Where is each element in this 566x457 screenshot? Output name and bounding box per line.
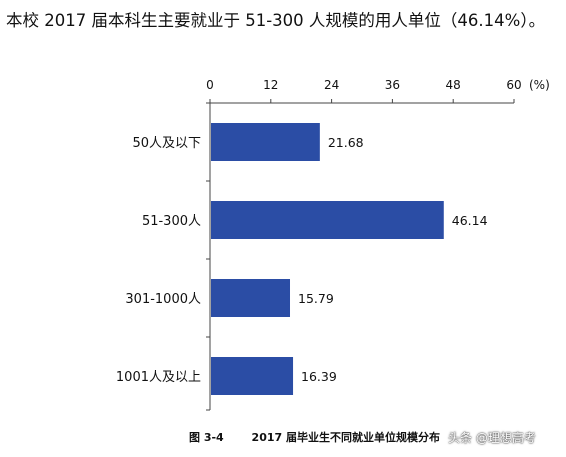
value-label: 21.68	[328, 135, 364, 150]
x-axis-unit: (%)	[529, 78, 550, 92]
bar-layer: 50人及以下 21.68 51-300人 46.14 301-1000人 15.79 100…	[116, 123, 488, 395]
watermark: 头条 @理想高考	[448, 431, 536, 445]
bar	[211, 201, 444, 239]
x-tick-label: 36	[385, 78, 400, 92]
bar	[211, 123, 320, 161]
value-label: 15.79	[298, 291, 334, 306]
figure-title: 2017 届毕业生不同就业单位规模分布	[251, 431, 440, 444]
category-label: 50人及以下	[132, 136, 201, 151]
x-tick-label: 12	[263, 78, 278, 92]
category-label: 1001人及以上	[116, 370, 201, 385]
figure-label: 图 3-4	[189, 431, 224, 444]
bar	[211, 357, 294, 395]
headline: 本校 2017 届本科生主要就业于 51-300 人规模的用人单位（46.14%…	[6, 11, 546, 30]
axis-layer: 0 12 24 36 48 60 (%)	[206, 78, 550, 411]
value-label: 16.39	[301, 369, 337, 384]
x-tick-label: 24	[324, 78, 339, 92]
x-tick-label: 0	[206, 78, 214, 92]
figure-caption: 图 3-4 2017 届毕业生不同就业单位规模分布	[189, 429, 440, 445]
category-label: 51-300人	[142, 214, 201, 229]
bar	[211, 279, 291, 317]
value-label: 46.14	[452, 213, 488, 228]
x-tick-label: 48	[446, 78, 461, 92]
category-label: 301-1000人	[125, 292, 201, 307]
x-tick-label: 60	[506, 78, 521, 92]
